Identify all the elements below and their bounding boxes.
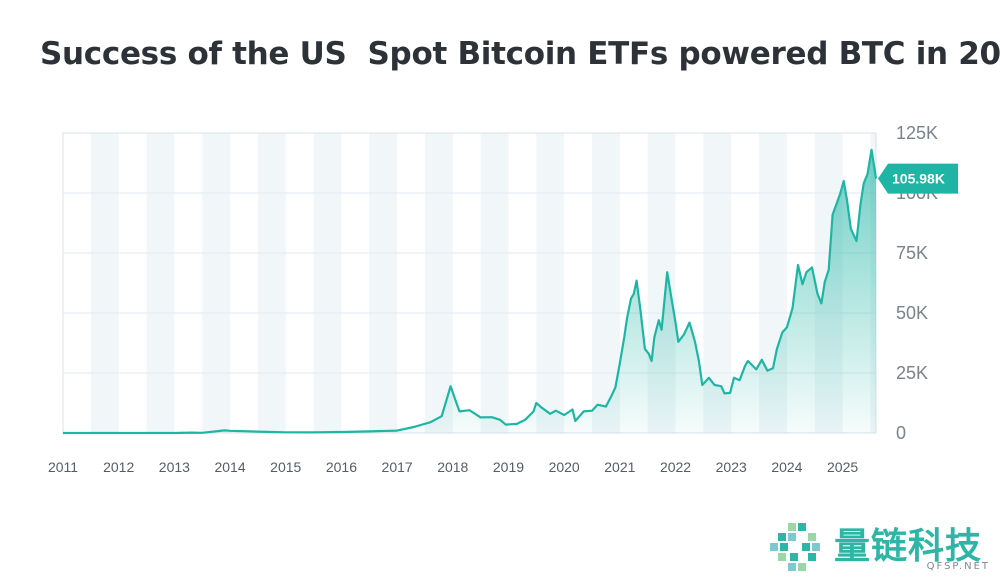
x-tick-label: 2021	[604, 459, 635, 475]
last-value-callout: 105.98K	[878, 163, 958, 194]
x-tick-label: 2011	[48, 459, 78, 475]
x-tick-label: 2025	[827, 459, 858, 475]
x-tick-label: 2023	[716, 459, 747, 475]
y-tick-label: 0	[896, 423, 906, 443]
year-band	[257, 133, 286, 433]
watermark-site: QFSP.NET	[926, 561, 990, 572]
price-line	[63, 148, 878, 435]
year-band	[202, 133, 231, 433]
y-tick-label: 25K	[896, 363, 928, 383]
x-tick-label: 2022	[660, 459, 691, 475]
x-axis-ticks: 2011 2012 2013 2014 2015 2016 2017 2018 2019 2020…	[48, 459, 858, 475]
price-area-fill	[63, 149, 876, 434]
x-tick-label: 2024	[771, 459, 802, 475]
year-band	[146, 133, 175, 433]
x-tick-label: 2015	[270, 459, 301, 475]
x-tick-label: 2016	[326, 459, 357, 475]
x-tick-label: 2019	[493, 459, 524, 475]
price-area	[63, 149, 876, 434]
last-value-label: 105.98K	[892, 171, 945, 187]
year-band	[313, 133, 342, 433]
watermark-brand: 量链科技	[834, 526, 983, 567]
qfsp-logo-icon	[770, 523, 820, 571]
x-tick-label: 2013	[159, 459, 190, 475]
y-tick-label: 75K	[896, 243, 928, 263]
year-band	[424, 133, 453, 433]
y-tick-label: 50K	[896, 303, 928, 323]
x-tick-label: 2020	[549, 459, 580, 475]
chart-title: Success of the US Spot Bitcoin ETFs powe…	[40, 36, 1000, 72]
year-band	[536, 133, 565, 433]
price-series-line	[63, 148, 878, 435]
year-band	[480, 133, 509, 433]
x-tick-label: 2018	[437, 459, 468, 475]
year-band	[369, 133, 398, 433]
year-band	[90, 133, 119, 433]
watermark: 量链科技 QFSP.NET	[768, 517, 994, 577]
x-tick-label: 2012	[103, 459, 134, 475]
x-tick-label: 2014	[214, 459, 245, 475]
last-value-badge	[878, 163, 958, 194]
x-tick-label: 2017	[382, 459, 413, 475]
y-tick-label: 125K	[896, 123, 938, 143]
